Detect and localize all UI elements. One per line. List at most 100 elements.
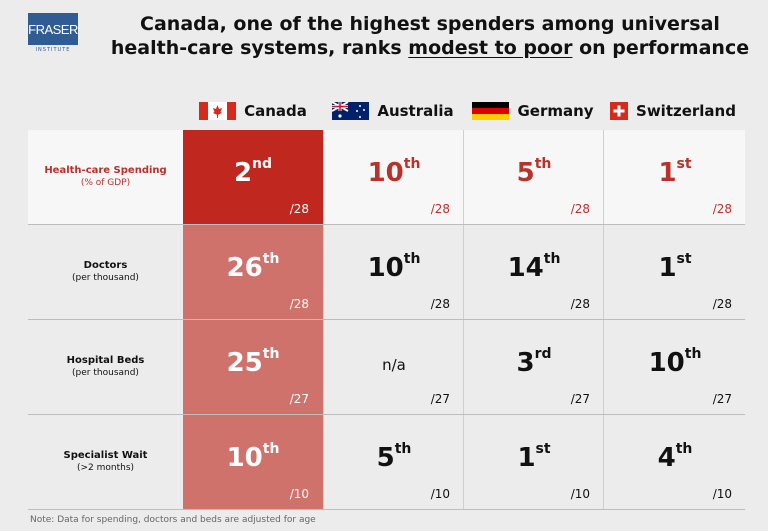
rank-cell-canada: 26th /28: [183, 225, 323, 319]
rank-out-of: /28: [289, 202, 309, 216]
metric-name: Specialist Wait: [63, 450, 148, 461]
rank-suffix: th: [675, 441, 693, 457]
title-text: health-care systems, ranks: [110, 37, 409, 59]
rank-out-of: /27: [712, 392, 732, 406]
rank-cell-switzerland: 4th /10: [603, 415, 746, 509]
rank-cell-australia: 5th /10: [323, 415, 464, 509]
row-label: Health-care Spending (% of GDP): [28, 130, 183, 224]
rank-suffix: rd: [534, 346, 552, 362]
rank-cell-switzerland: 1st /28: [603, 225, 746, 319]
switzerland-flag-icon: [610, 102, 629, 120]
rank-value: 1st: [604, 156, 746, 188]
table-row: Doctors (per thousand) 26th /28 10th /28 …: [28, 225, 745, 320]
title-line-1: Canada, one of the highest spenders amon…: [140, 13, 720, 35]
rank-suffix: th: [543, 251, 561, 267]
rank-number: 1: [658, 253, 677, 283]
rank-value: 10th: [183, 441, 323, 473]
column-header-germany: Germany: [463, 98, 603, 124]
rank-out-of: /28: [712, 202, 732, 216]
rank-suffix: st: [676, 156, 692, 172]
rank-cell-switzerland: 1st /28: [603, 130, 746, 224]
metric-name: Hospital Beds: [66, 355, 145, 366]
australia-flag-icon: [331, 101, 370, 120]
rank-suffix: th: [262, 441, 280, 457]
rank-out-of: /10: [712, 487, 732, 501]
rank-number: 5: [376, 443, 395, 473]
title-line-2: health-care systems, ranks modest to poo…: [100, 36, 760, 60]
rank-value: 3rd: [464, 346, 604, 378]
rank-suffix: th: [534, 156, 552, 172]
row-label: Doctors (per thousand): [28, 225, 183, 319]
rank-suffix: nd: [252, 156, 273, 172]
rank-cell-australia: n/a /27: [323, 320, 464, 414]
rank-number: 5: [516, 158, 535, 188]
rank-cell-australia: 10th /28: [323, 130, 464, 224]
row-label: Specialist Wait (>2 months): [28, 415, 183, 509]
rank-cell-germany: 3rd /27: [463, 320, 604, 414]
rank-out-of: /28: [430, 297, 450, 311]
metric-unit: (per thousand): [72, 368, 139, 378]
country-name: Switzerland: [636, 102, 736, 120]
rank-value: 5th: [324, 441, 464, 473]
rank-value: 1st: [604, 251, 746, 283]
rank-cell-germany: 1st /10: [463, 415, 604, 509]
rank-suffix: st: [535, 441, 551, 457]
title-emphasis: modest to poor: [408, 37, 573, 59]
rank-value: 10th: [324, 156, 464, 188]
rank-out-of: /28: [430, 202, 450, 216]
rank-cell-canada: 25th /27: [183, 320, 323, 414]
metric-unit: (% of GDP): [80, 178, 131, 188]
rank-out-of: /10: [289, 487, 309, 501]
rank-number: 26: [226, 253, 263, 283]
logo-wordmark: FRASER: [28, 13, 78, 45]
rank-suffix: th: [403, 156, 421, 172]
title-text: on performance: [572, 37, 750, 59]
column-header-australia: Australia: [323, 98, 463, 124]
logo-subtitle: INSTITUTE: [35, 47, 71, 53]
rank-out-of: /28: [570, 297, 590, 311]
rank-suffix: th: [262, 251, 280, 267]
rank-suffix: th: [684, 346, 702, 362]
column-header-canada: Canada: [183, 98, 323, 124]
rank-number: 10: [367, 158, 404, 188]
fraser-institute-logo: FRASER INSTITUTE: [28, 13, 78, 55]
country-name: Australia: [377, 102, 454, 120]
metric-name: Doctors: [83, 260, 128, 271]
rank-number: 1: [658, 158, 677, 188]
rank-out-of: /28: [289, 297, 309, 311]
rank-number: 10: [226, 443, 263, 473]
table-row: Health-care Spending (% of GDP) 2nd /28 1…: [28, 130, 745, 225]
rank-suffix: th: [262, 346, 280, 362]
germany-flag-icon: [472, 102, 510, 120]
rank-cell-germany: 5th /28: [463, 130, 604, 224]
canada-flag-icon: [199, 102, 237, 120]
column-header-switzerland: Switzerland: [603, 98, 743, 124]
rank-number: 14: [507, 253, 544, 283]
rank-value: 25th: [183, 346, 323, 378]
rank-value: 1st: [464, 441, 604, 473]
rank-cell-australia: 10th /28: [323, 225, 464, 319]
metric-unit: (>2 months): [76, 463, 135, 473]
rank-value: 10th: [324, 251, 464, 283]
rank-suffix: th: [394, 441, 412, 457]
rank-number: 1: [517, 443, 536, 473]
rank-cell-canada: 10th /10: [183, 415, 323, 509]
rank-number: 3: [516, 348, 535, 378]
rank-out-of: /10: [430, 487, 450, 501]
rank-number: 4: [657, 443, 676, 473]
rank-number: 2: [233, 158, 253, 188]
table-row: Specialist Wait (>2 months) 10th /10 5th …: [28, 415, 745, 510]
row-label: Hospital Beds (per thousand): [28, 320, 183, 414]
rank-value: 10th: [604, 346, 746, 378]
rank-value: n/a: [324, 356, 464, 374]
ranking-table: Health-care Spending (% of GDP) 2nd /28 1…: [28, 130, 745, 510]
rank-value: 4th: [604, 441, 746, 473]
rank-cell-germany: 14th /28: [463, 225, 604, 319]
rank-value: 5th: [464, 156, 604, 188]
footnote: Note: Data for spending, doctors and bed…: [30, 515, 316, 525]
metric-name: Health-care Spending: [44, 165, 167, 176]
rank-number: 25: [226, 348, 263, 378]
rank-number: 10: [367, 253, 404, 283]
rank-out-of: /10: [570, 487, 590, 501]
rank-cell-switzerland: 10th /27: [603, 320, 746, 414]
